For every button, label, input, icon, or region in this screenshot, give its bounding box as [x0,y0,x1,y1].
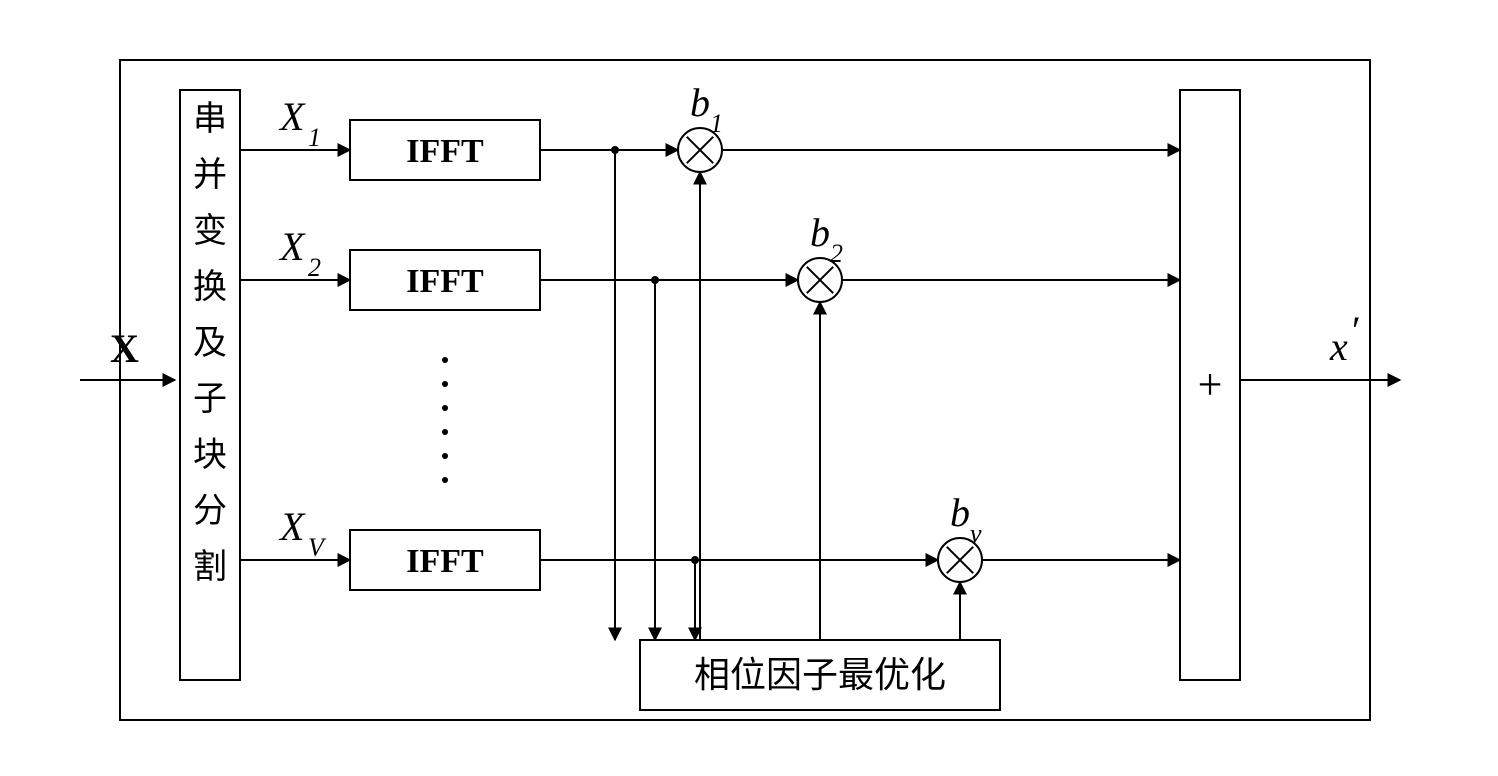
svg-text:子: 子 [193,381,227,418]
svg-text:换: 换 [193,268,227,306]
svg-text:X: X [278,504,306,549]
branch-XV: XV IFFT bv [240,490,1180,590]
ifft-label-2: IFFT [406,543,484,580]
svg-text:′: ′ [1352,308,1361,353]
svg-text:割: 割 [193,548,227,586]
svg-text:2: 2 [830,239,843,268]
svg-text:X: X [278,94,306,139]
svg-text:b: b [690,80,710,125]
svg-text:2: 2 [308,253,321,282]
svg-text:及: 及 [193,325,227,362]
input-label: X [110,326,139,371]
svg-text:v: v [970,519,982,548]
branch-X2: X2IFFTb2 [240,210,1180,310]
ifft-label-0: IFFT [406,133,484,170]
svg-text:1: 1 [710,109,723,138]
optimizer-label: 相位因子最优化 [694,655,946,695]
svg-text:X: X [278,224,306,269]
svg-text:b: b [950,490,970,535]
branch-X1: X1IFFTb1 [240,80,1180,180]
svg-text:1: 1 [308,123,321,152]
svg-text:V: V [308,533,327,562]
output-label: x [1329,324,1348,369]
ifft-label-1: IFFT [406,263,484,300]
svg-text:块: 块 [193,437,227,474]
svg-text:b: b [810,210,830,255]
sum-symbol: + [1198,360,1223,409]
svg-text:串: 串 [193,101,227,138]
block-diagram: X串并变换及子块分割X1IFFTb1X2IFFTb2XVIFFTbv相位因子最优… [0,0,1498,776]
svg-text:变: 变 [193,212,227,250]
svg-text:并: 并 [193,156,227,194]
svg-text:分: 分 [193,493,227,530]
